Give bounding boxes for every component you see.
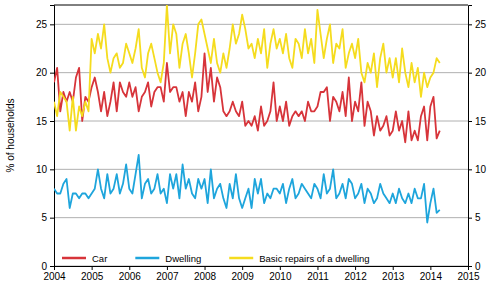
series-line: [54, 155, 440, 223]
grid: [54, 24, 468, 266]
tick-label: 15: [36, 116, 48, 127]
tick-label: 2005: [81, 271, 104, 282]
tick: 2009: [232, 266, 255, 282]
plot: 0 5 10 15 20 25 0 5 10 15 20 25 2004 2005 2006 2007 2008…: [36, 5, 487, 282]
tick: 5: [468, 212, 481, 223]
frame: [54, 5, 468, 6]
tick: 0: [41, 261, 54, 272]
tick-label: 10: [36, 164, 48, 175]
axis-line: [469, 6, 473, 267]
tick: 2011: [307, 266, 329, 282]
tick-mark: [393, 266, 394, 270]
tick-label: 20: [475, 67, 487, 78]
grid-line: [54, 24, 468, 25]
tick-mark: [468, 24, 472, 25]
tick-label: 0: [41, 261, 47, 272]
legend-label: Dwelling: [165, 253, 201, 264]
tick: 2004: [43, 266, 66, 282]
tick-mark: [50, 169, 54, 170]
tick: 10: [468, 164, 487, 175]
tick: 25: [468, 19, 487, 30]
tick-mark: [205, 266, 206, 270]
tick: 15: [36, 116, 54, 127]
tick-mark: [129, 266, 130, 270]
tick-label: 2010: [269, 271, 292, 282]
tick: 2010: [269, 266, 292, 282]
tick-label: 20: [36, 67, 48, 78]
tick-label: 5: [475, 212, 481, 223]
tick: 2007: [156, 266, 179, 282]
tick-mark: [280, 266, 281, 270]
tick-mark: [50, 266, 54, 267]
tick: 2012: [344, 266, 367, 282]
legend-label: Basic repairs of a dwelling: [259, 253, 369, 264]
tick-label: 2012: [344, 271, 367, 282]
legend-item: Basic repairs of a dwelling: [229, 253, 369, 264]
tick: 25: [36, 19, 54, 30]
grid-line: [54, 217, 468, 218]
legend-swatch: [62, 257, 86, 260]
tick-label: 2004: [43, 271, 66, 282]
tick: 20: [468, 67, 487, 78]
axis-line: [55, 267, 469, 271]
tick: 5: [41, 212, 54, 223]
tick-label: 2011: [307, 271, 329, 282]
tick-mark: [468, 73, 472, 74]
tick-label: 10: [475, 164, 487, 175]
tick-label: 2014: [420, 271, 443, 282]
tick-label: 0: [475, 261, 481, 272]
tick-label: 25: [36, 19, 48, 30]
tick: 2008: [194, 266, 217, 282]
tick-mark: [54, 266, 55, 270]
legend-label: Car: [92, 253, 107, 264]
legend: Car Dwelling Basic repairs of a dwelling: [62, 253, 370, 264]
tick-label: 5: [41, 212, 47, 223]
tick-label: 2015: [457, 271, 480, 282]
tick-mark: [430, 266, 431, 270]
legend-item: Car: [62, 253, 107, 264]
y-axis-right: 0 5 10 15 20 25: [468, 6, 487, 272]
tick-mark: [92, 266, 93, 270]
tick: 10: [36, 164, 54, 175]
tick: 15: [468, 116, 487, 127]
grid-line: [54, 169, 468, 170]
grid-line: [54, 121, 468, 122]
tick: 2006: [119, 266, 142, 282]
tick-label: 2008: [194, 271, 217, 282]
legend-item: Dwelling: [135, 253, 201, 264]
tick-mark: [242, 266, 243, 270]
tick: 2014: [420, 266, 443, 282]
tick: 2015: [457, 266, 480, 282]
legend-swatch: [229, 257, 253, 260]
tick-mark: [50, 73, 54, 74]
tick-mark: [468, 169, 472, 170]
tick-label: 15: [475, 116, 487, 127]
axis-line: [50, 6, 55, 267]
y-axis: 0 5 10 15 20 25: [36, 6, 55, 272]
y-axis-title: % of households: [5, 99, 16, 173]
tick: 2005: [81, 266, 104, 282]
tick-mark: [167, 266, 168, 270]
tick-label: 2006: [119, 271, 142, 282]
x-axis: 2004 2005 2006 2007 2008 2009 2010 2011 2012 2013…: [43, 266, 480, 282]
chart: 0 5 10 15 20 25 0 5 10 15 20 25 2004 2005 2006 2007 2008…: [0, 0, 491, 302]
tick-label: 2009: [232, 271, 255, 282]
series-group: [54, 5, 440, 223]
tick-label: 25: [475, 19, 487, 30]
tick-mark: [355, 266, 356, 270]
tick-mark: [50, 121, 54, 122]
series-line: [54, 5, 440, 131]
tick-mark: [50, 218, 54, 219]
tick: 20: [36, 67, 54, 78]
tick-mark: [468, 266, 469, 270]
tick-mark: [468, 218, 472, 219]
tick-label: 2013: [382, 271, 405, 282]
tick-mark: [468, 121, 472, 122]
tick: 2013: [382, 266, 405, 282]
tick-mark: [50, 24, 54, 25]
tick: 0: [468, 261, 481, 272]
tick-label: 2007: [156, 271, 179, 282]
legend-swatch: [135, 257, 159, 260]
tick-mark: [317, 266, 318, 270]
